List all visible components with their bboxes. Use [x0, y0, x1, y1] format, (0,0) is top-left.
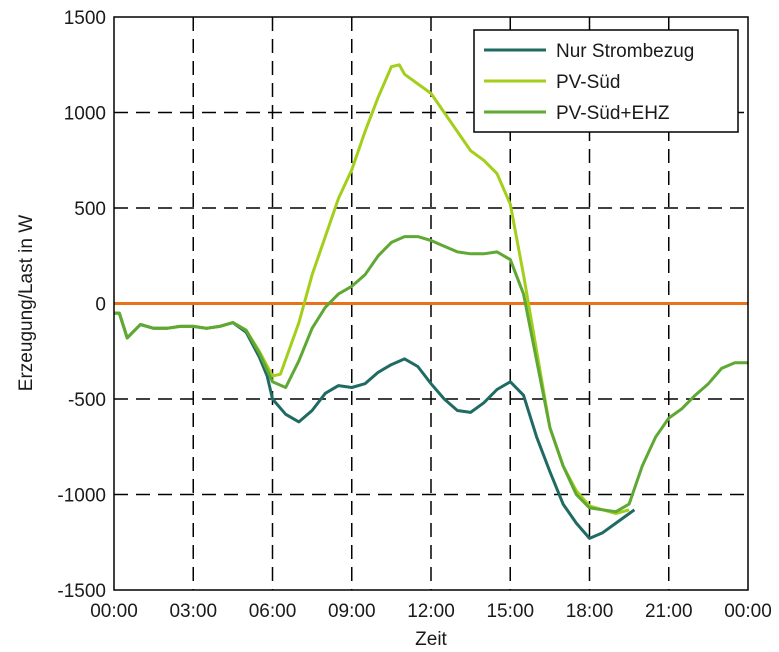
y-tick-label: 500 [74, 199, 106, 220]
x-axis-label: Zeit [415, 629, 447, 650]
legend-label-3: PV-Süd+EHZ [556, 103, 670, 124]
legend[interactable]: Nur Strombezug PV-Süd PV-Süd+EHZ [473, 29, 739, 133]
y-tick-label: 1500 [64, 8, 106, 29]
x-tick-label: 21:00 [645, 601, 693, 622]
legend-box [473, 29, 739, 133]
y-tick-label: -500 [68, 390, 106, 411]
y-tick-label: -1000 [57, 486, 106, 507]
x-tick-label: 09:00 [328, 601, 376, 622]
series-layer [114, 63, 748, 540]
y-axis-label: Erzeugung/Last in W [16, 215, 37, 391]
plot-frame [113, 16, 749, 591]
y-tick-label: -1500 [57, 581, 106, 602]
x-tick-label: 00:00 [90, 601, 138, 622]
x-tick-label: 18:00 [566, 601, 614, 622]
tick-labels: 00:00 03:00 06:00 09:00 12:00 15:00 18:00 21:00… [57, 8, 771, 622]
y-tick-label: 1000 [64, 104, 106, 125]
x-tick-label: 06:00 [249, 601, 297, 622]
x-tick-label: 15:00 [486, 601, 534, 622]
legend-label-1: Nur Strombezug [556, 41, 694, 62]
x-tick-label: 12:00 [407, 601, 455, 622]
x-tick-label: 00:00 [724, 601, 772, 622]
legend-label-2: PV-Süd [556, 72, 620, 93]
y-tick-label: 0 [95, 295, 106, 316]
x-tick-label: 03:00 [169, 601, 217, 622]
series-line-3 [114, 235, 748, 514]
